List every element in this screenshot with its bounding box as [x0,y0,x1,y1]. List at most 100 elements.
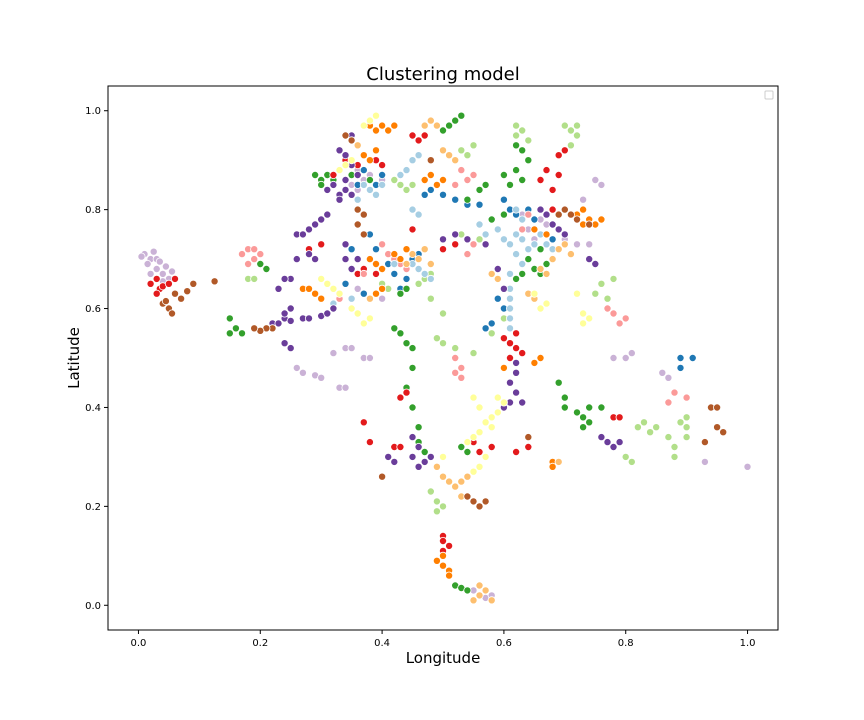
data-point [390,324,399,333]
data-point [292,363,301,372]
data-point [469,393,478,402]
data-point [518,235,527,244]
data-point [579,309,588,318]
data-point [524,156,533,165]
data-point [542,210,551,219]
data-point [161,297,170,306]
data-point [609,442,618,451]
data-point [414,151,423,160]
data-point [566,141,575,150]
data-point [250,324,259,333]
data-point [335,166,344,175]
data-point [640,418,649,427]
data-point [542,240,551,249]
data-point [298,368,307,377]
data-point [408,250,417,259]
data-point [402,185,411,194]
data-point [286,316,295,325]
data-point [396,442,405,451]
data-point [451,353,460,362]
data-point [408,131,417,140]
data-point [426,170,435,179]
data-point [438,309,447,318]
data-point [359,230,368,239]
y-tick-label: 0.4 [85,403,101,414]
data-point [359,151,368,160]
data-point [164,279,173,288]
y-axis-label: Latitude [65,327,83,389]
data-point [573,240,582,249]
data-point [408,433,417,442]
data-point [499,235,508,244]
data-point [585,314,594,323]
data-point [426,156,435,165]
data-point [402,245,411,254]
data-point [432,180,441,189]
data-point [438,190,447,199]
data-point [554,378,563,387]
data-point [469,141,478,150]
data-point [463,195,472,204]
data-point [469,240,478,249]
x-tick-label: 1.0 [740,638,756,649]
data-point [676,363,685,372]
data-point [426,259,435,268]
data-point [585,403,594,412]
data-point [579,319,588,328]
data-point [451,482,460,491]
data-point [554,225,563,234]
y-tick-label: 0.6 [85,304,101,315]
data-point [353,284,362,293]
data-point [432,497,441,506]
data-point [438,472,447,481]
data-point [274,284,283,293]
data-point [420,175,429,184]
data-point [609,309,618,318]
x-axis-label: Longitude [406,649,481,667]
data-point [402,284,411,293]
data-point [451,240,460,249]
data-point [408,180,417,189]
data-point [615,413,624,422]
data-point [469,497,478,506]
data-point [548,235,557,244]
data-point [323,185,332,194]
data-point [524,136,533,145]
data-point [615,319,624,328]
data-point [445,121,454,130]
data-point [426,452,435,461]
data-point [292,255,301,264]
data-point [341,131,350,140]
data-point [512,274,521,283]
data-point [371,111,380,120]
data-point [481,180,490,189]
data-point [317,215,326,224]
data-point [493,408,502,417]
data-point [408,363,417,372]
data-point [451,344,460,353]
data-point [237,329,246,338]
data-point [347,344,356,353]
data-point [487,423,496,432]
data-point [664,433,673,442]
data-point [573,408,582,417]
data-point [633,423,642,432]
data-point [170,274,179,283]
data-point [505,324,514,333]
data-point [359,269,368,278]
data-point [524,442,533,451]
data-point [518,175,527,184]
data-point [347,156,356,165]
data-point [512,166,521,175]
data-point [554,170,563,179]
data-point [743,462,752,471]
data-point [189,279,198,288]
data-point [536,245,545,254]
data-point [432,334,441,343]
data-point [493,264,502,273]
data-point [408,452,417,461]
data-point [359,289,368,298]
data-point [329,304,338,313]
data-point [384,126,393,135]
data-point [554,457,563,466]
